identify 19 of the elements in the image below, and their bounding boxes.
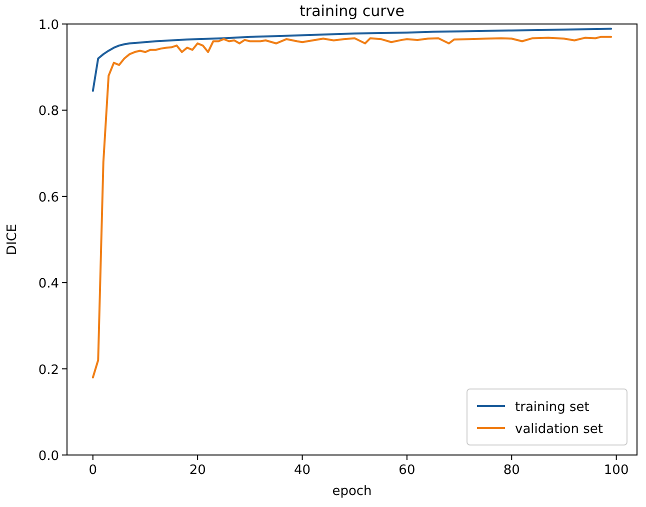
y-tick-label: 1.0 <box>38 18 59 33</box>
line-series <box>92 28 612 92</box>
x-tick-label: 40 <box>294 463 311 478</box>
y-tick-label: 0.6 <box>38 190 59 206</box>
legend-label: validation set <box>515 422 604 437</box>
legend-label: training set <box>515 400 590 415</box>
y-tick-label: 0.2 <box>38 362 59 378</box>
y-axis-title: DICE <box>5 224 20 256</box>
x-tick-label: 80 <box>503 463 520 478</box>
y-tick-label: 0.8 <box>38 104 59 120</box>
y-tick-label: 0.4 <box>38 276 59 292</box>
x-tick-label: 20 <box>189 463 206 478</box>
x-tick-label: 60 <box>398 463 416 478</box>
line-series <box>92 36 612 378</box>
y-tick-label: 0.0 <box>38 449 59 464</box>
chart-title: training curve <box>300 2 404 20</box>
x-tick-label: 100 <box>604 463 629 478</box>
x-axis-title: epoch <box>332 484 372 499</box>
x-tick-label: 0 <box>88 463 98 478</box>
